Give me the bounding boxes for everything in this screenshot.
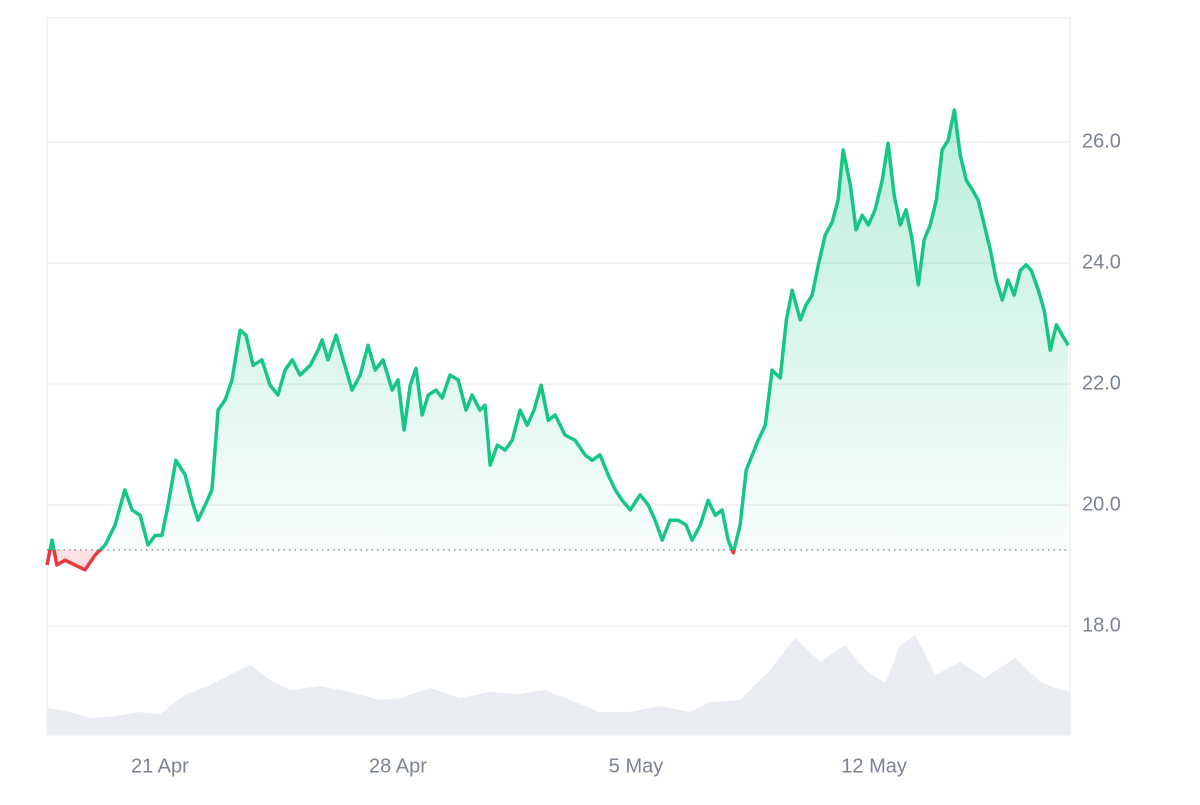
x-tick-label: 21 Apr — [131, 755, 189, 777]
y-tick-label: 18.0 — [1082, 614, 1121, 636]
x-tick-label: 5 May — [609, 755, 663, 777]
volume-area — [47, 635, 1070, 735]
x-tick-label: 28 Apr — [369, 755, 427, 777]
price-line — [45, 108, 1070, 572]
y-tick-label: 20.0 — [1082, 493, 1121, 515]
y-tick-label: 26.0 — [1082, 130, 1121, 152]
price-area — [47, 109, 1069, 570]
y-tick-label: 24.0 — [1082, 251, 1121, 273]
y-tick-label: 22.0 — [1082, 372, 1121, 394]
x-tick-label: 12 May — [841, 755, 907, 777]
